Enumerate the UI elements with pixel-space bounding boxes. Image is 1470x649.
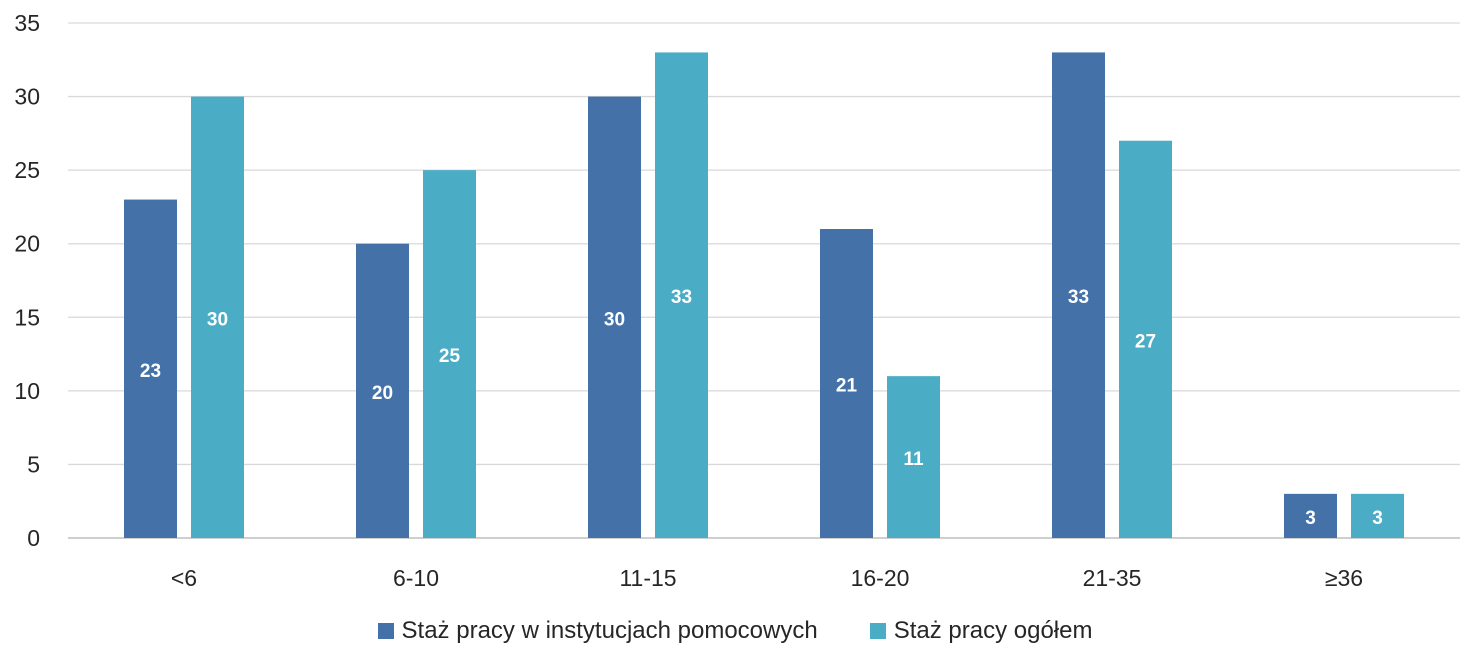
data-label-s2-5: 3 xyxy=(1372,508,1383,529)
bar-s1-3 xyxy=(820,229,873,538)
y-tick-label-5: 25 xyxy=(14,157,40,183)
bar-s1-0 xyxy=(124,199,177,539)
bar-s2-3 xyxy=(887,376,940,538)
bar-s2-1 xyxy=(423,170,476,538)
x-tick-label-4: 21-35 xyxy=(1083,565,1142,591)
bar-s2-4 xyxy=(1119,140,1172,538)
x-tick-label-2: 11-15 xyxy=(619,565,676,591)
bar-s2-2 xyxy=(655,52,708,539)
bar-s2-5 xyxy=(1351,493,1404,538)
y-tick-label-7: 35 xyxy=(14,10,40,36)
y-tick-label-4: 20 xyxy=(14,231,40,257)
data-label-s1-2: 30 xyxy=(604,309,625,330)
x-tick-label-3: 16-20 xyxy=(851,565,910,591)
data-label-s1-1: 20 xyxy=(372,383,393,404)
data-label-s1-0: 23 xyxy=(140,361,161,382)
bar-s1-4 xyxy=(1052,52,1105,539)
data-label-s2-3: 11 xyxy=(903,449,924,470)
legend-item-series-2: Staż pracy ogółem xyxy=(869,617,1093,645)
data-label-s1-5: 3 xyxy=(1305,508,1316,529)
data-label-s1-4: 33 xyxy=(1068,287,1089,308)
data-label-s2-2: 33 xyxy=(671,287,692,308)
x-tick-label-0: <6 xyxy=(171,565,197,591)
y-tick-label-2: 10 xyxy=(14,378,40,404)
legend-item-series-1: Staż pracy w instytucjach pomocowych xyxy=(377,617,818,645)
bar-chart: 051015202530352330<620256-10303311-15211… xyxy=(14,10,1460,591)
bar-s1-2 xyxy=(588,96,641,539)
y-tick-label-6: 30 xyxy=(14,84,40,110)
legend: Staż pracy w instytucjach pomocowych Sta… xyxy=(0,617,1470,645)
legend-swatch-series-1 xyxy=(377,623,394,639)
y-tick-label-0: 0 xyxy=(27,525,40,551)
data-label-s2-1: 25 xyxy=(439,346,461,367)
y-tick-label-3: 15 xyxy=(14,304,40,330)
bar-s1-1 xyxy=(356,243,409,538)
x-tick-label-5: ≥36 xyxy=(1325,565,1363,591)
bar-s1-5 xyxy=(1284,493,1337,538)
x-tick-label-1: 6-10 xyxy=(393,565,439,591)
y-tick-label-1: 5 xyxy=(27,451,40,477)
legend-label-series-2: Staż pracy ogółem xyxy=(893,617,1093,644)
data-label-s2-0: 30 xyxy=(207,309,228,330)
data-label-s2-4: 27 xyxy=(1135,331,1156,352)
data-label-s1-3: 21 xyxy=(836,376,858,397)
legend-swatch-series-2 xyxy=(869,623,886,639)
legend-label-series-1: Staż pracy w instytucjach pomocowych xyxy=(401,617,818,644)
bar-s2-0 xyxy=(191,96,244,539)
